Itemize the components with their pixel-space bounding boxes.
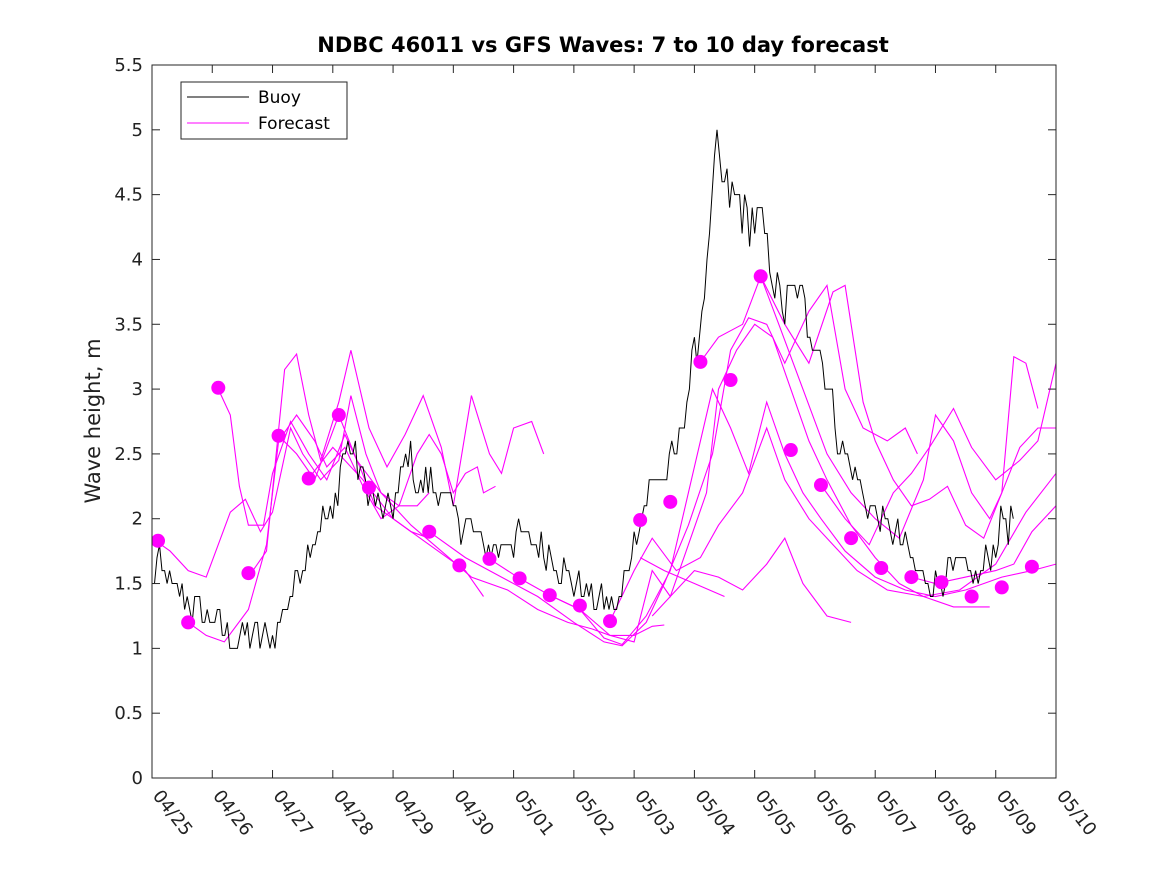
forecast-line xyxy=(152,395,430,578)
forecast-point xyxy=(663,494,678,509)
forecast-line xyxy=(651,537,852,623)
forecast-point xyxy=(241,566,256,581)
forecast-point xyxy=(874,560,889,575)
y-tick-label: 2.5 xyxy=(114,444,143,465)
forecast-point xyxy=(783,443,798,458)
forecast-point xyxy=(844,531,859,546)
forecast-point xyxy=(211,380,226,395)
forecast-point xyxy=(813,478,828,493)
forecast-point xyxy=(331,408,346,423)
plot-frame xyxy=(151,64,1057,779)
legend-entry-forecast: Forecast xyxy=(258,114,330,134)
forecast-point xyxy=(512,571,527,586)
forecast-point xyxy=(482,551,497,566)
forecast-line xyxy=(820,363,1056,546)
y-tick-label: 0 xyxy=(132,768,143,789)
forecast-point xyxy=(361,480,376,495)
y-tick-label: 5.5 xyxy=(114,55,143,76)
forecast-line xyxy=(639,557,725,598)
forecast-point xyxy=(542,588,557,603)
y-tick-label: 5 xyxy=(132,120,143,141)
forecast-line xyxy=(247,350,545,578)
forecast-point xyxy=(904,570,919,585)
forecast-point xyxy=(693,354,708,369)
y-tick-label: 3.5 xyxy=(114,314,143,335)
y-tick-label: 4.5 xyxy=(114,185,143,206)
forecast-point xyxy=(572,598,587,613)
chart-title: NDBC 46011 vs GFS Waves: 7 to 10 day for… xyxy=(317,33,888,57)
forecast-point xyxy=(152,533,166,548)
buoy-line xyxy=(152,129,1014,649)
forecast-point xyxy=(452,558,467,573)
forecast-point xyxy=(994,580,1009,595)
forecast-line xyxy=(549,387,1056,646)
forecast-point xyxy=(723,373,738,388)
forecast-point xyxy=(301,471,316,486)
legend: Buoy Forecast xyxy=(180,81,348,140)
forecast-point xyxy=(1024,559,1039,574)
forecast-point xyxy=(934,575,949,590)
y-tick-label: 1.5 xyxy=(114,574,143,595)
y-tick-label: 1 xyxy=(132,638,143,659)
forecast-point xyxy=(271,428,286,443)
y-tick-label: 4 xyxy=(132,249,143,270)
legend-box xyxy=(180,81,348,140)
legend-entry-buoy: Buoy xyxy=(258,88,301,108)
forecast-point xyxy=(603,614,618,629)
forecast-line xyxy=(278,413,665,636)
y-tick-label: 0.5 xyxy=(114,703,143,724)
forecast-point xyxy=(964,589,979,604)
forecast-point xyxy=(633,513,648,528)
forecast-line xyxy=(609,426,1056,622)
forecast-point xyxy=(422,524,437,539)
plot-area xyxy=(152,129,1056,649)
forecast-line xyxy=(428,283,918,647)
y-axis-label: Wave height, m xyxy=(81,338,105,503)
forecast-line xyxy=(760,276,1039,540)
forecast-point xyxy=(181,615,196,630)
y-tick-label: 2 xyxy=(132,509,143,530)
forecast-point xyxy=(753,269,768,284)
y-tick-label: 3 xyxy=(132,379,143,400)
